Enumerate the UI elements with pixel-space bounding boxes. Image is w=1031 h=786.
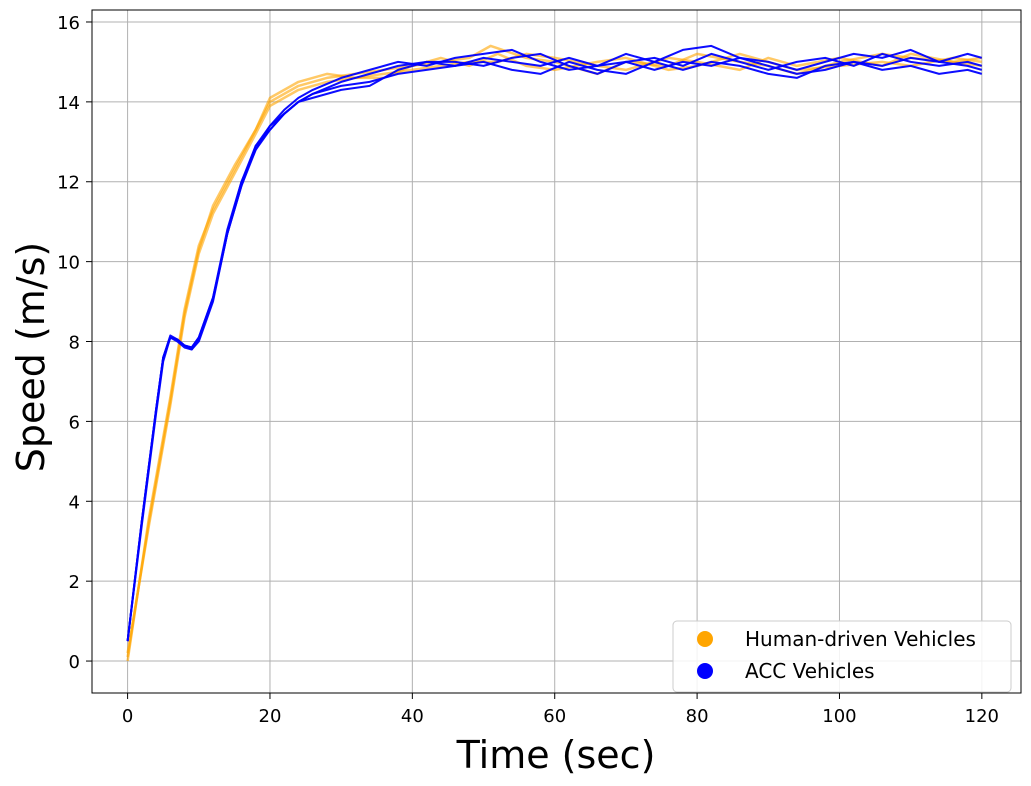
series-lines xyxy=(126,44,983,662)
y-tick-label: 12 xyxy=(57,173,80,194)
y-axis-title: Speed (m/s) xyxy=(9,242,53,472)
legend-label-acc: ACC Vehicles xyxy=(745,659,875,683)
x-axis-ticks: 0 20 40 60 80 100 120 xyxy=(122,693,999,727)
y-tick-label: 16 xyxy=(57,13,80,34)
x-tick-label: 40 xyxy=(401,706,424,727)
y-tick-label: 6 xyxy=(69,412,80,433)
y-tick-label: 8 xyxy=(69,333,80,354)
x-axis-title: Time (sec) xyxy=(456,733,656,777)
y-tick-label: 10 xyxy=(57,253,80,274)
legend-box xyxy=(672,620,1012,693)
acc-vehicle-line-6 xyxy=(126,56,983,642)
y-tick-label: 0 xyxy=(69,652,80,673)
y-axis-ticks: 0 2 4 6 8 10 12 14 16 xyxy=(57,13,92,673)
plot-background xyxy=(92,10,1021,693)
x-tick-label: 20 xyxy=(259,706,282,727)
x-tick-label: 60 xyxy=(543,706,566,727)
legend: Human-driven Vehicles ACC Vehicles xyxy=(672,620,1012,693)
legend-marker-acc xyxy=(697,663,713,679)
acc-vehicle-line-5 xyxy=(126,60,983,642)
grid-lines xyxy=(92,10,1021,693)
y-tick-label: 4 xyxy=(69,492,80,513)
legend-marker-human xyxy=(697,631,713,647)
y-tick-label: 2 xyxy=(69,572,80,593)
y-tick-label: 14 xyxy=(57,93,80,114)
x-tick-label: 0 xyxy=(122,706,133,727)
x-tick-label: 100 xyxy=(822,706,856,727)
legend-label-human: Human-driven Vehicles xyxy=(745,627,976,651)
x-tick-label: 80 xyxy=(686,706,709,727)
plot-frame xyxy=(91,9,1022,694)
x-tick-label: 120 xyxy=(965,706,999,727)
